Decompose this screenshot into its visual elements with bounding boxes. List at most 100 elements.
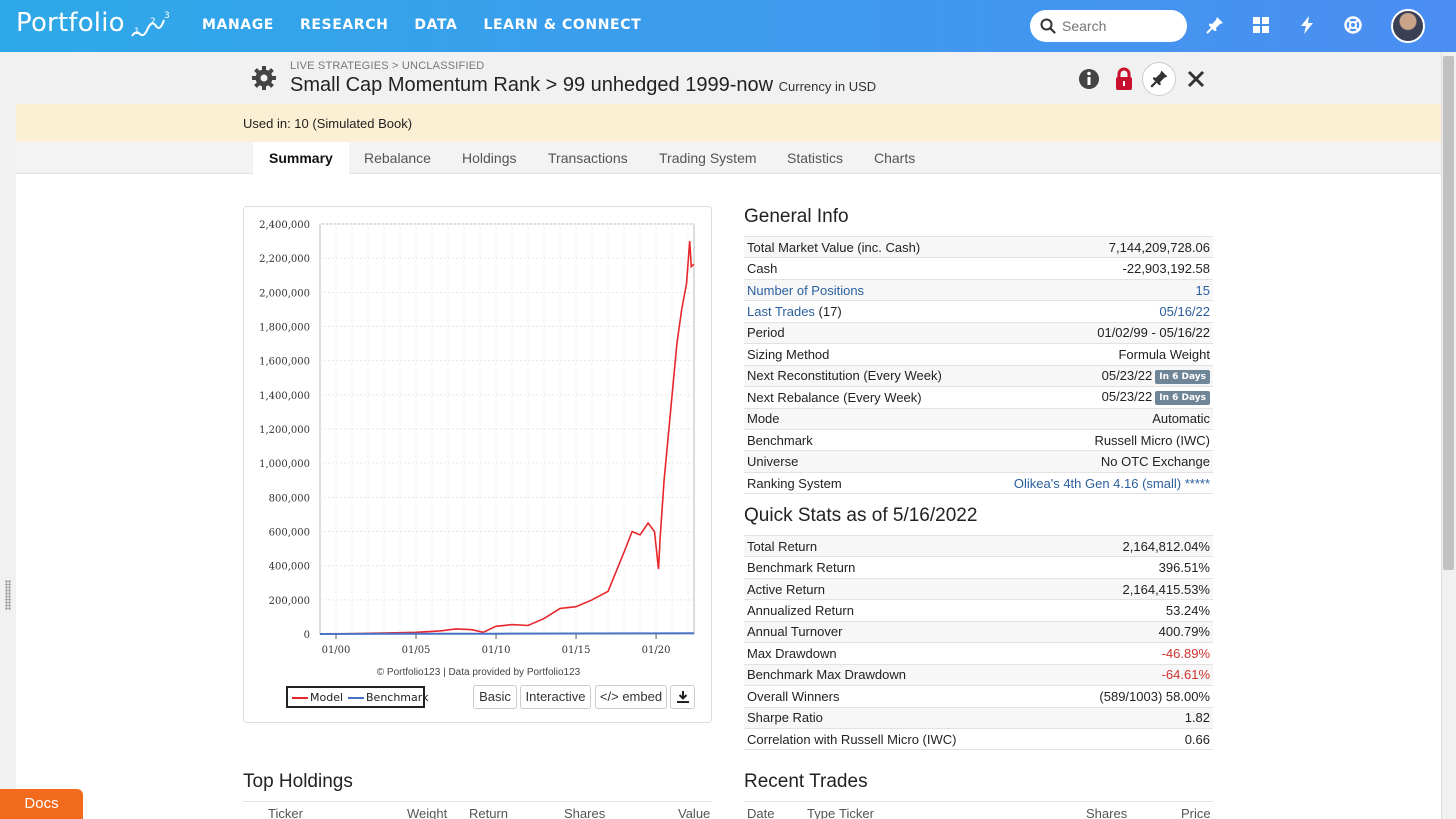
row-label-text: Annual Turnover — [747, 624, 843, 640]
interactive-chart-button[interactable]: Interactive — [520, 685, 591, 709]
col-ticker[interactable]: Ticker — [839, 806, 874, 819]
qs-row: Benchmark Max Drawdown -64.61% — [744, 663, 1213, 686]
gi-row: Next Reconstitution (Every Week) 05/23/22… — [744, 364, 1213, 387]
row-label-text: Overall Winners — [747, 688, 840, 704]
row-value-text: (589/1003) 58.00% — [1099, 688, 1210, 704]
x-tick-label: 01/05 — [402, 645, 431, 656]
tab-transactions[interactable]: Transactions — [548, 150, 628, 166]
row-label-text: Active Return — [747, 581, 826, 597]
help-icon[interactable] — [1343, 15, 1363, 35]
embed-chart-button[interactable]: </> embed — [595, 685, 667, 709]
search-input[interactable] — [1062, 16, 1180, 36]
col-date[interactable]: Date — [747, 806, 775, 819]
used-in-text[interactable]: Used in: 10 (Simulated Book) — [243, 116, 413, 131]
download-chart-button[interactable] — [670, 685, 695, 709]
gi-label: Next Reconstitution (Every Week) — [744, 364, 978, 387]
close-icon[interactable] — [1183, 66, 1209, 92]
scrollbar-thumb[interactable] — [1443, 56, 1454, 570]
tab-summary[interactable]: Summary — [253, 142, 349, 174]
qs-label: Overall Winners — [744, 685, 1049, 707]
tab-rebalance[interactable]: Rebalance — [364, 150, 431, 166]
tab-bar: Summary Rebalance Holdings Transactions … — [16, 142, 1441, 174]
qs-row: Total Return 2,164,812.04% — [744, 534, 1213, 557]
row-label-text[interactable]: Number of Positions — [747, 282, 865, 298]
gi-label: Universe — [744, 450, 978, 473]
gi-label: Last Trades (17) — [744, 300, 978, 323]
qs-label: Benchmark Return — [744, 556, 1049, 579]
legend-benchmark-label[interactable]: Benchmark — [366, 691, 429, 704]
qs-row: Max Drawdown -46.89% — [744, 642, 1213, 665]
y-tick-label: 1,600,000 — [259, 357, 310, 368]
col-return[interactable]: Return — [469, 806, 509, 819]
col-ticker[interactable]: Ticker — [268, 806, 303, 819]
pin-icon[interactable] — [1205, 15, 1225, 35]
gi-label: Period — [744, 321, 978, 344]
row-label-text: Period — [747, 325, 785, 341]
qs-value: 2,164,812.04% — [1048, 534, 1213, 557]
quick-stats-table: Total Return 2,164,812.04% Benchmark Retur… — [744, 534, 1213, 751]
nav-manage[interactable]: MANAGE — [202, 17, 274, 33]
gi-value: Russell Micro (IWC) — [977, 428, 1213, 451]
tab-statistics[interactable]: Statistics — [787, 150, 844, 166]
main-content — [16, 174, 1441, 819]
row-value-text[interactable]: 05/16/22 — [1159, 304, 1210, 320]
gi-row: Next Rebalance (Every Week) 05/23/22 In 6 … — [744, 386, 1213, 408]
info-icon[interactable] — [1076, 66, 1102, 92]
row-label-text[interactable]: Last Trades — [747, 304, 815, 320]
col-shares[interactable]: Shares — [564, 806, 606, 819]
nav-data[interactable]: DATA — [414, 17, 458, 33]
tab-charts[interactable]: Charts — [874, 150, 916, 166]
y-tick-label: 2,000,000 — [259, 288, 310, 299]
days-until-badge: In 6 Days — [1155, 391, 1210, 406]
x-tick-label: 01/00 — [322, 645, 351, 656]
legend-benchmark-swatch — [348, 697, 364, 699]
row-label-text: Benchmark — [747, 432, 813, 448]
col-type[interactable]: Type — [807, 806, 836, 819]
top-holdings-divider — [243, 801, 712, 802]
col-price[interactable]: Price — [1181, 806, 1211, 819]
series-line-benchmark — [319, 632, 695, 635]
docs-button[interactable]: Docs — [0, 789, 83, 819]
top-holdings-title: Top Holdings — [243, 771, 353, 792]
gi-row: Number of Positions 15 — [744, 278, 1213, 301]
row-label-text: Cash — [747, 261, 778, 277]
search-icon — [1040, 18, 1056, 34]
gi-value: No OTC Exchange — [977, 450, 1213, 473]
row-value-text: 01/02/99 - 05/16/22 — [1097, 325, 1210, 341]
basic-chart-button[interactable]: Basic — [473, 685, 517, 709]
qs-label: Sharpe Ratio — [744, 706, 1049, 729]
lock-icon[interactable] — [1111, 66, 1137, 92]
tab-holdings[interactable]: Holdings — [462, 150, 517, 166]
performance-chart[interactable]: 2,400,000 2,200,000 2,000,000 1,800,000 1,60… — [244, 207, 713, 662]
portfolio123-logo[interactable]: Portfolio — [16, 8, 125, 38]
gi-value: 7,144,209,728.06 — [977, 235, 1213, 258]
plot-area — [319, 223, 695, 635]
qs-row: Sharpe Ratio 1.82 — [744, 706, 1213, 729]
col-weight[interactable]: Weight — [407, 806, 448, 819]
user-avatar[interactable] — [1391, 9, 1425, 43]
settings-gear-icon[interactable] — [250, 64, 278, 92]
qs-label: Correlation with Russell Micro (IWC) — [744, 727, 1049, 751]
row-value-text: Formula Weight — [1118, 346, 1210, 362]
main-nav-links: MANAGE RESEARCH DATA LEARN & CONNECT — [202, 17, 667, 33]
tab-trading-system[interactable]: Trading System — [659, 150, 757, 166]
sidebar-drag-handle[interactable] — [5, 580, 11, 610]
nav-research[interactable]: RESEARCH — [299, 17, 389, 33]
row-value-text[interactable]: Olikea's 4th Gen 4.16 (small) ***** — [1013, 475, 1210, 491]
performance-chart-card: 2,400,000 2,200,000 2,000,000 1,800,000 1,60… — [243, 206, 712, 723]
row-value-text[interactable]: 15 — [1195, 282, 1210, 298]
row-value-text: 0.66 — [1184, 731, 1210, 747]
row-value-text: No OTC Exchange — [1100, 454, 1210, 470]
lightning-icon[interactable] — [1297, 15, 1317, 35]
legend-model-label[interactable]: Model — [310, 691, 344, 704]
row-value-text: 400.79% — [1158, 624, 1210, 640]
gi-row: Universe No OTC Exchange — [744, 450, 1213, 473]
col-value[interactable]: Value — [678, 806, 711, 819]
nav-learn-connect[interactable]: LEARN & CONNECT — [483, 17, 642, 33]
legend-model-swatch — [292, 697, 308, 699]
col-shares[interactable]: Shares — [1086, 806, 1128, 819]
breadcrumb[interactable]: LIVE STRATEGIES > UNCLASSIFIED — [290, 60, 485, 72]
grid-icon[interactable] — [1251, 15, 1271, 35]
gi-value: -22,903,192.58 — [977, 257, 1213, 280]
y-tick-label: 1,000,000 — [259, 459, 310, 470]
